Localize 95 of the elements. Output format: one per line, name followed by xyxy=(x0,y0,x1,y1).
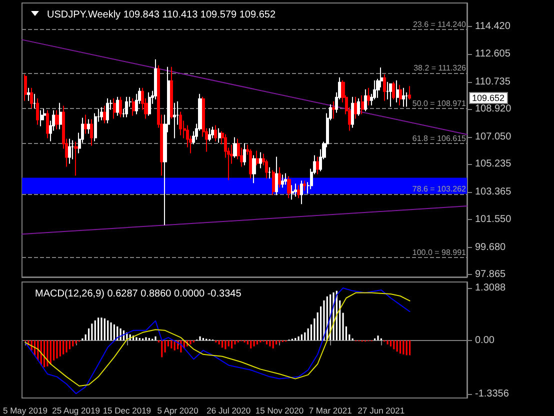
candlestick xyxy=(119,96,122,118)
candlestick xyxy=(354,96,357,119)
text: USDJPY.Weekly 109.843 110.413 109.579 109.652 xyxy=(47,10,276,20)
candlestick xyxy=(100,107,103,120)
candlestick xyxy=(27,88,30,101)
candlestick xyxy=(46,110,49,138)
ref-line-label: 61.8 = 106.615 xyxy=(412,134,467,144)
candlestick xyxy=(287,176,291,198)
candlestick xyxy=(179,112,182,136)
candlestick xyxy=(272,170,275,196)
candlestick xyxy=(68,138,71,164)
candlestick xyxy=(399,84,402,106)
candlestick xyxy=(243,143,246,166)
candlestick xyxy=(268,167,271,179)
candlestick xyxy=(405,92,408,107)
candlestick xyxy=(259,152,262,168)
candlestick xyxy=(233,137,237,158)
candlestick xyxy=(408,86,411,100)
y-tick-label: 99.680 xyxy=(475,242,506,253)
candlestick xyxy=(284,173,287,185)
y-tick-label: 0.00 xyxy=(475,334,495,346)
y-tick-label: -1.3356 xyxy=(475,388,510,400)
candlestick xyxy=(71,140,74,160)
candlestick xyxy=(103,106,106,124)
candlestick xyxy=(170,66,173,119)
candlestick xyxy=(94,113,97,142)
y-tick-label: 110.735 xyxy=(475,76,511,88)
candlestick xyxy=(55,110,59,130)
candlestick xyxy=(132,98,135,116)
candlestick xyxy=(84,114,87,134)
candlestick xyxy=(351,96,354,128)
candlestick xyxy=(316,156,319,174)
candlestick xyxy=(36,98,39,125)
candlestick xyxy=(303,180,306,191)
candlestick xyxy=(218,128,221,143)
candlestick xyxy=(281,174,284,188)
candlestick xyxy=(125,96,128,118)
candlestick xyxy=(214,125,217,142)
candlestick xyxy=(364,89,367,112)
y-tick-label: 97.865 xyxy=(475,269,506,280)
candlestick xyxy=(24,74,27,101)
y-tick-label: 101.550 xyxy=(475,214,512,225)
candlestick xyxy=(116,96,119,116)
candlestick xyxy=(278,167,281,188)
candlestick xyxy=(90,119,93,146)
text: MACD(12,26,9) 0.6287 0.8860 0.0000 -0.3345 xyxy=(35,288,242,300)
candlestick xyxy=(74,142,78,176)
candlestick xyxy=(211,126,214,138)
candlestick xyxy=(357,98,360,116)
candlestick xyxy=(389,83,392,107)
ref-line-label: 78.6 = 103.262 xyxy=(412,184,467,194)
candlestick xyxy=(256,150,259,166)
ref-line-label: 23.6 = 114.240 xyxy=(412,20,467,29)
candlestick xyxy=(392,82,395,100)
candlestick xyxy=(361,95,364,114)
candlestick xyxy=(30,88,33,108)
candlestick xyxy=(367,88,370,106)
text: 109.652 xyxy=(469,92,508,104)
ref-line-label: 38.2 = 111.326 xyxy=(414,63,467,72)
y-tick-label: 1.3088 xyxy=(475,282,506,294)
candlestick xyxy=(87,119,90,134)
candlestick xyxy=(383,74,386,101)
candlestick xyxy=(332,101,335,119)
candlestick xyxy=(252,155,256,184)
candlestick xyxy=(33,94,36,108)
y-tick-label: 103.365 xyxy=(475,186,512,198)
x-tick-label: 25 Aug 2019 xyxy=(52,406,100,416)
y-tick-label: 105.235 xyxy=(475,158,512,170)
x-tick-label: 7 Mar 2021 xyxy=(308,406,352,416)
candlestick xyxy=(396,80,399,102)
candlestick xyxy=(173,102,176,138)
candlestick xyxy=(294,184,297,197)
candlestick xyxy=(59,102,62,130)
x-tick-label: 26 Jul 2020 xyxy=(206,406,251,416)
candlestick xyxy=(40,110,43,126)
candlestick xyxy=(208,128,211,142)
candlestick xyxy=(275,156,278,196)
y-tick-label: 107.050 xyxy=(475,132,512,143)
x-tick-label: 5 Apr 2020 xyxy=(157,406,199,416)
x-tick-label: 27 Jun 2021 xyxy=(358,406,405,416)
x-tick-label: 15 Dec 2019 xyxy=(102,406,152,416)
candlestick xyxy=(148,92,151,116)
ref-line-label: 50.0 = 108.971 xyxy=(412,98,467,108)
candlestick xyxy=(113,98,116,119)
candlestick xyxy=(402,88,405,107)
candlestick xyxy=(291,185,294,200)
ref-line-label: 100.0 = 98.991 xyxy=(412,248,467,258)
x-tick-label: 15 Nov 2020 xyxy=(255,406,304,416)
x-tick-label: 5 May 2019 xyxy=(3,406,48,416)
y-tick-label: 114.420 xyxy=(475,21,511,32)
y-tick-label: 112.605 xyxy=(475,48,511,60)
candlestick xyxy=(297,185,300,198)
candlestick xyxy=(300,180,303,204)
y-tick-label: 108.920 xyxy=(475,104,512,115)
candlestick xyxy=(106,98,109,124)
